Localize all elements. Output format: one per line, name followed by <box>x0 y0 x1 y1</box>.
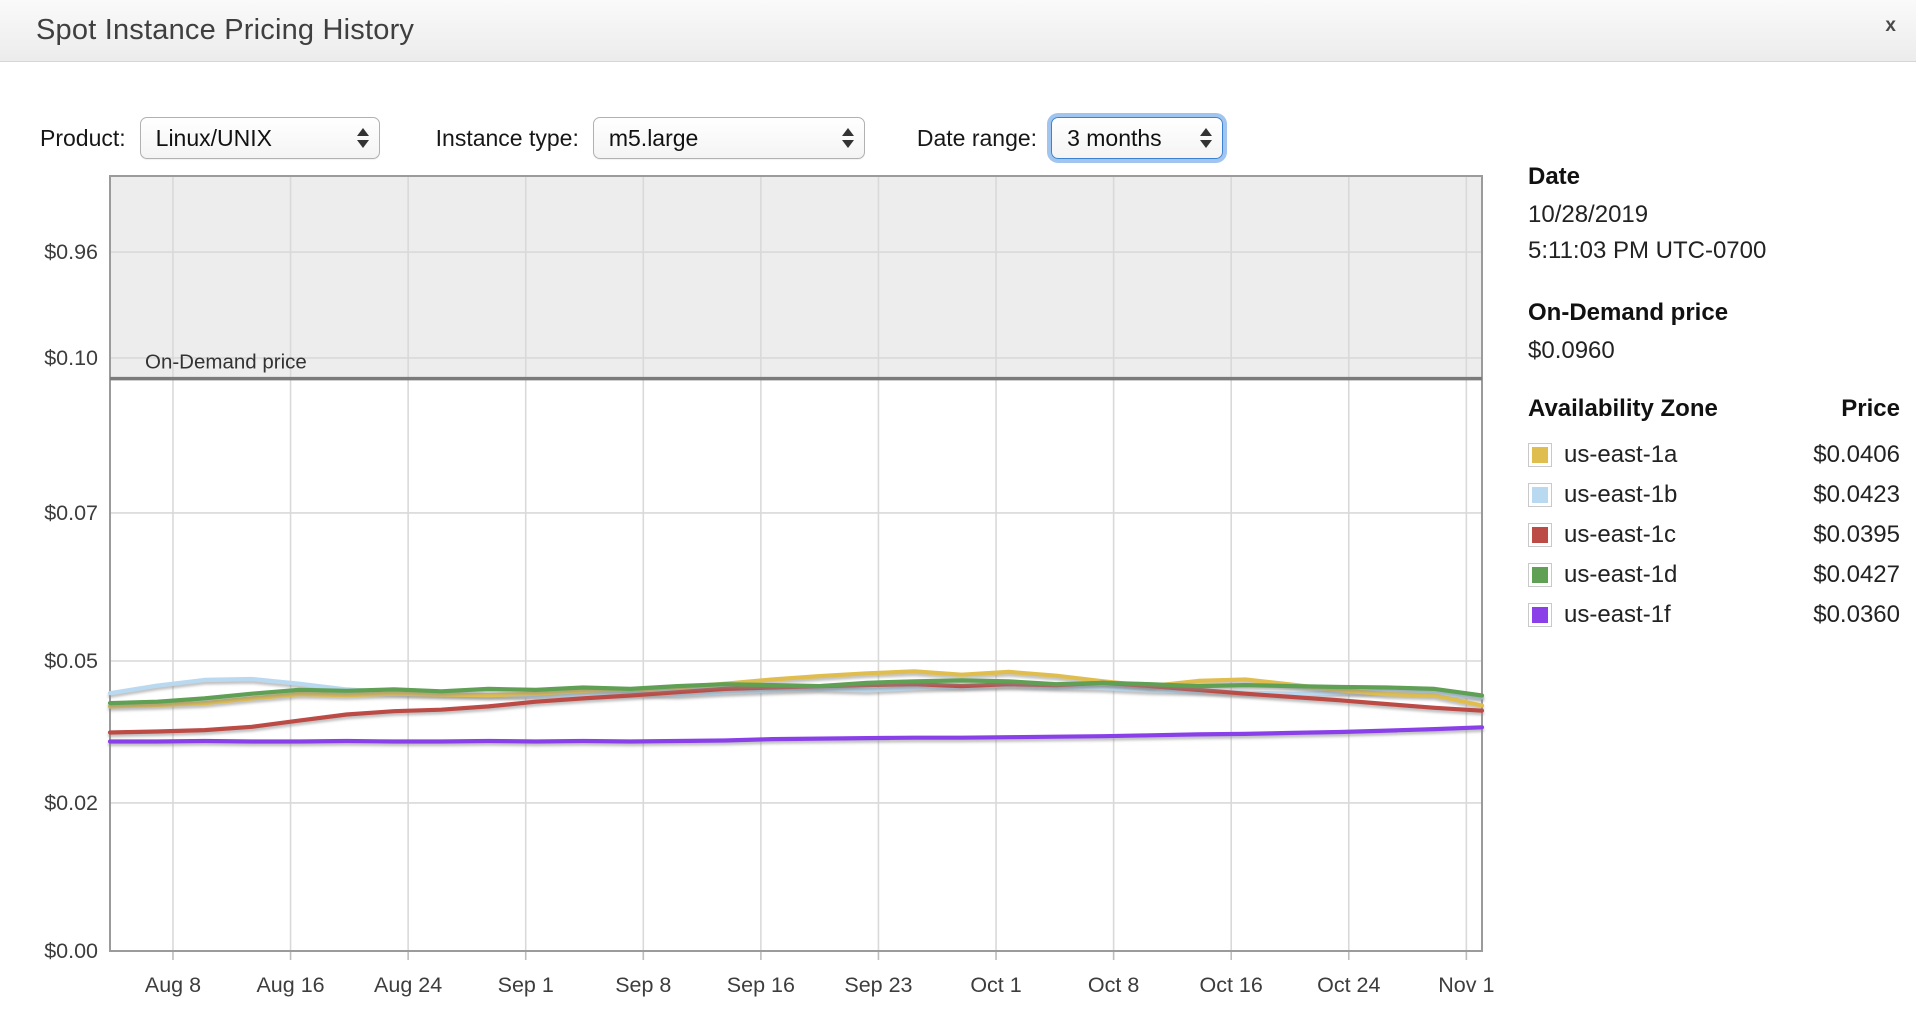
x-tick-label: Oct 1 <box>970 973 1021 997</box>
time-value: 5:11:03 PM UTC-0700 <box>1528 237 1767 264</box>
legend-zone-label: us-east-1d <box>1564 561 1678 588</box>
date-range-select-value: 3 months <box>1067 124 1162 151</box>
x-tick-label: Oct 8 <box>1088 973 1139 997</box>
legend-swatch-icon <box>1528 603 1552 627</box>
legend-rows: us-east-1a $0.0406 us-east-1b $0.0423 us-eas… <box>1528 435 1900 635</box>
select-arrows-icon <box>356 128 369 148</box>
legend-price-value: $0.0406 <box>1813 441 1900 468</box>
title-bar: Spot Instance Pricing History x <box>0 0 1916 62</box>
on-demand-band <box>110 176 1482 379</box>
instance-type-label: Instance type: <box>435 124 579 151</box>
x-tick-label: Nov 1 <box>1438 973 1494 997</box>
select-arrows-icon <box>841 128 854 148</box>
legend-swatch-icon <box>1528 443 1552 467</box>
info-panel: Date 10/28/2019 5:11:03 PM UTC-0700 On-D… <box>1528 163 1900 635</box>
y-tick-label: $0.02 <box>44 791 98 815</box>
select-arrows-icon <box>1200 128 1213 148</box>
date-value: 10/28/2019 <box>1528 201 1649 228</box>
close-button[interactable]: x <box>1885 15 1896 36</box>
date-heading: Date <box>1528 163 1581 190</box>
legend-row-us-east-1b: us-east-1b $0.0423 <box>1528 475 1900 515</box>
x-tick-label: Sep 23 <box>844 973 912 997</box>
y-tick-label: $0.10 <box>44 346 98 370</box>
instance-type-select[interactable]: m5.large <box>592 117 865 159</box>
on-demand-price-label: On-Demand price <box>145 351 307 374</box>
x-tick-label: Aug 16 <box>256 973 324 997</box>
on-demand-value: $0.0960 <box>1528 337 1615 364</box>
x-tick-label: Oct 24 <box>1317 973 1380 997</box>
x-tick-label: Oct 16 <box>1200 973 1263 997</box>
legend-price-value: $0.0395 <box>1813 521 1900 548</box>
legend-zone-label: us-east-1b <box>1564 481 1678 508</box>
x-tick-label: Aug 24 <box>374 973 442 997</box>
legend-row-us-east-1c: us-east-1c $0.0395 <box>1528 515 1900 555</box>
instance-type-select-value: m5.large <box>608 124 699 151</box>
x-tick-label: Sep 16 <box>727 973 795 997</box>
product-select[interactable]: Linux/UNIX <box>139 117 380 159</box>
legend-price-value: $0.0427 <box>1813 561 1900 588</box>
series-line-us-east-1a <box>107 669 1485 709</box>
series-line-us-east-1f <box>107 725 1485 744</box>
date-range-select[interactable]: 3 months <box>1051 117 1224 159</box>
legend-header: Availability Zone Price <box>1528 395 1900 423</box>
product-select-value: Linux/UNIX <box>155 124 272 151</box>
legend-row-us-east-1a: us-east-1a $0.0406 <box>1528 435 1900 475</box>
y-tick-label: $0.00 <box>44 939 98 963</box>
legend-price-value: $0.0423 <box>1813 481 1900 508</box>
legend-row-us-east-1d: us-east-1d $0.0427 <box>1528 555 1900 595</box>
chart-area: Aug 8 Aug 16 Aug 24 Sep 1 Sep 8 Sep 16 Sep 23 O… <box>0 0 1530 1028</box>
legend-swatch-icon <box>1528 483 1552 507</box>
legend-price-header: Price <box>1841 395 1900 422</box>
date-range-label: Date range: <box>916 124 1038 151</box>
on-demand-heading: On-Demand price <box>1528 299 1729 326</box>
plot-hover-area[interactable] <box>110 176 1482 951</box>
dialog-title: Spot Instance Pricing History <box>36 14 415 46</box>
legend-swatch-icon <box>1528 523 1552 547</box>
legend-row-us-east-1f: us-east-1f $0.0360 <box>1528 595 1900 635</box>
controls-row: Product: Linux/UNIX Instance type: m5.la… <box>40 116 1224 160</box>
legend-zone-label: us-east-1a <box>1564 441 1678 468</box>
product-label: Product: <box>40 124 126 151</box>
legend-zone-label: us-east-1c <box>1564 521 1677 548</box>
y-tick-label: $0.07 <box>44 501 98 525</box>
x-tick-label: Sep 8 <box>615 973 671 997</box>
price-history-chart[interactable]: Aug 8 Aug 16 Aug 24 Sep 1 Sep 8 Sep 16 Sep 23 O… <box>0 0 1530 1028</box>
legend-zone-header: Availability Zone <box>1528 395 1718 422</box>
x-tick-label: Aug 8 <box>145 973 201 997</box>
y-tick-label: $0.05 <box>44 649 98 673</box>
legend-price-value: $0.0360 <box>1813 601 1900 628</box>
plot-border <box>109 175 1483 952</box>
legend-swatch-icon <box>1528 563 1552 587</box>
y-tick-label: $0.96 <box>44 240 98 264</box>
series-line-us-east-1d <box>107 678 1485 706</box>
legend-zone-label: us-east-1f <box>1564 601 1671 628</box>
x-tick-label: Sep 1 <box>498 973 554 997</box>
